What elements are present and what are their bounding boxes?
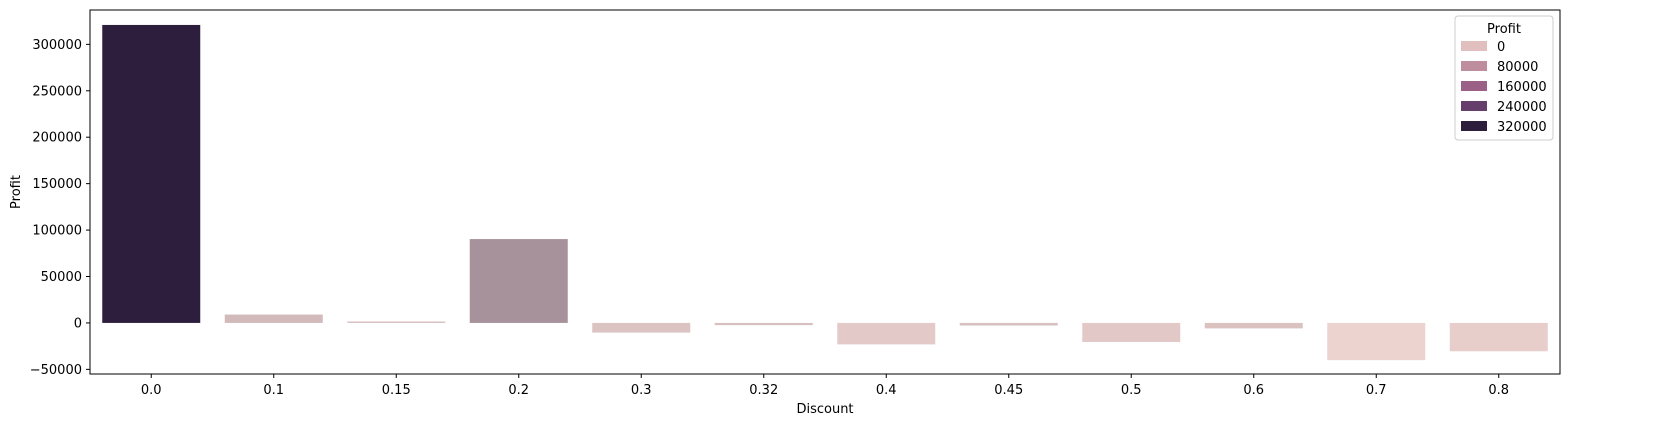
y-tick-label: 50000 xyxy=(41,270,82,285)
y-tick-label: 100000 xyxy=(32,224,82,239)
y-tick-label: −50000 xyxy=(30,363,82,378)
y-tick-label: 250000 xyxy=(32,84,82,99)
legend: Profit 0 80000 160000 240000 320000 xyxy=(1454,15,1554,141)
x-tick-label: 0.8 xyxy=(1488,383,1509,398)
y-tick-label: 150000 xyxy=(32,177,82,192)
x-tick-label: 0.7 xyxy=(1366,383,1387,398)
y-axis-ticks: −50000 0 50000 100000 150000 200000 250000 3000… xyxy=(30,38,90,378)
legend-title: Profit xyxy=(1487,22,1521,37)
x-tick-label: 0.1 xyxy=(263,383,284,398)
y-tick-label: 300000 xyxy=(32,38,82,53)
x-tick-label: 0.45 xyxy=(994,383,1023,398)
legend-label: 320000 xyxy=(1497,120,1547,135)
legend-label: 0 xyxy=(1497,40,1505,55)
y-axis-label: Profit xyxy=(9,175,24,209)
x-axis-ticks: 0.0 0.1 0.15 0.2 0.3 0.32 0.4 0.45 0.5 0.6 0.7 0.8 xyxy=(141,374,1509,398)
bar-0.45 xyxy=(959,322,1058,326)
bars-layer xyxy=(102,24,1548,361)
x-tick-label: 0.5 xyxy=(1121,383,1142,398)
bar-0.0 xyxy=(102,24,201,323)
x-tick-label: 0.15 xyxy=(382,383,411,398)
bar-0.15 xyxy=(347,321,446,323)
legend-label: 240000 xyxy=(1497,100,1547,115)
bar-0.1 xyxy=(224,314,323,323)
x-tick-label: 0.0 xyxy=(141,383,162,398)
bar-0.8 xyxy=(1449,322,1548,352)
x-tick-label: 0.4 xyxy=(876,383,897,398)
bar-0.5 xyxy=(1082,322,1181,342)
legend-swatch xyxy=(1461,121,1487,131)
legend-swatch xyxy=(1461,41,1487,51)
x-axis-label: Discount xyxy=(796,402,853,417)
bar-0.32 xyxy=(714,322,813,326)
y-tick-label: 200000 xyxy=(32,131,82,146)
bar-0.7 xyxy=(1327,322,1426,361)
legend-swatch xyxy=(1461,61,1487,71)
y-tick-label: 0 xyxy=(74,316,82,331)
legend-label: 160000 xyxy=(1497,80,1547,95)
plot-frame xyxy=(89,9,1561,375)
bar-0.6 xyxy=(1204,322,1303,329)
legend-swatch xyxy=(1461,101,1487,111)
bar-0.2 xyxy=(469,239,568,323)
legend-entries: 0 80000 160000 240000 320000 xyxy=(1461,40,1547,135)
legend-swatch xyxy=(1461,81,1487,91)
legend-label: 80000 xyxy=(1497,60,1538,75)
x-tick-label: 0.6 xyxy=(1243,383,1264,398)
bar-0.3 xyxy=(592,322,691,333)
x-tick-label: 0.3 xyxy=(631,383,652,398)
bar-0.4 xyxy=(837,322,936,345)
x-tick-label: 0.2 xyxy=(508,383,529,398)
x-tick-label: 0.32 xyxy=(749,383,778,398)
